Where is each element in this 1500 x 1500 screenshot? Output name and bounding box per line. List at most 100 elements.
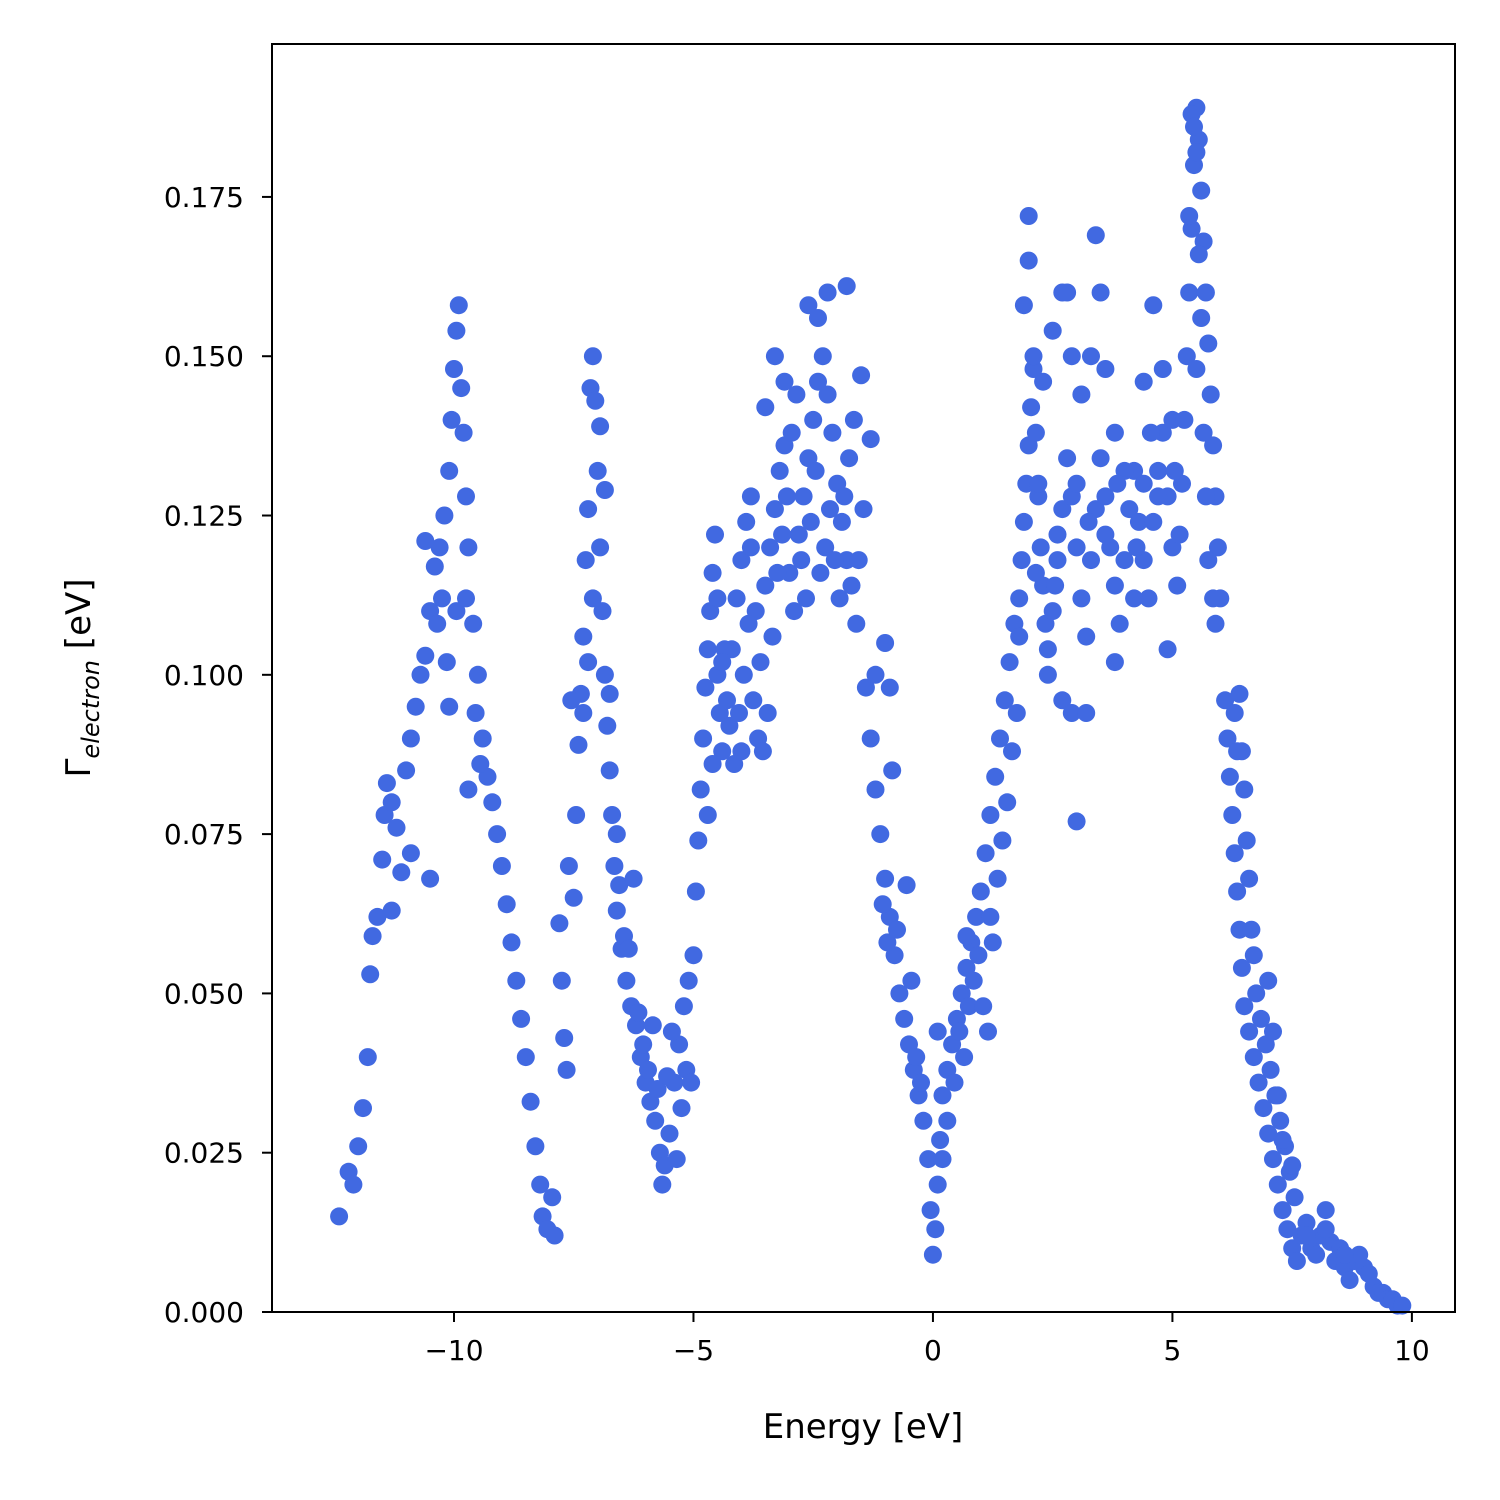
data-point bbox=[1247, 984, 1266, 1003]
data-point bbox=[373, 850, 392, 869]
data-point bbox=[646, 1111, 665, 1130]
data-point bbox=[1105, 576, 1124, 595]
data-point bbox=[873, 895, 892, 914]
data-point bbox=[430, 538, 449, 557]
data-point bbox=[629, 1003, 648, 1022]
data-point bbox=[993, 831, 1012, 850]
data-point bbox=[761, 538, 780, 557]
data-point bbox=[773, 525, 792, 544]
data-point bbox=[1393, 1296, 1412, 1315]
data-point bbox=[1062, 347, 1081, 366]
data-point bbox=[624, 869, 643, 888]
data-point bbox=[854, 500, 873, 519]
data-point bbox=[1297, 1226, 1316, 1245]
data-point bbox=[1082, 347, 1100, 366]
data-point bbox=[991, 729, 1009, 748]
data-point bbox=[1223, 806, 1242, 824]
data-point bbox=[933, 1086, 952, 1105]
data-point bbox=[753, 742, 772, 761]
data-point bbox=[607, 825, 626, 844]
data-point bbox=[1201, 385, 1220, 404]
data-point bbox=[574, 627, 593, 646]
data-point bbox=[1012, 551, 1031, 570]
data-point bbox=[1208, 538, 1227, 557]
data-point bbox=[1144, 512, 1163, 531]
data-point bbox=[437, 653, 456, 672]
data-point bbox=[660, 1124, 679, 1143]
data-point bbox=[440, 697, 459, 716]
data-point bbox=[799, 296, 818, 315]
data-point bbox=[756, 398, 775, 417]
data-point bbox=[1029, 487, 1048, 506]
data-point bbox=[1048, 525, 1067, 544]
data-point bbox=[445, 360, 463, 378]
data-point bbox=[1029, 474, 1048, 493]
data-point bbox=[792, 551, 811, 570]
data-point bbox=[679, 971, 698, 990]
data-point bbox=[579, 500, 598, 519]
data-point bbox=[876, 634, 895, 652]
data-point bbox=[562, 691, 581, 710]
data-point bbox=[1000, 653, 1019, 672]
data-point bbox=[579, 653, 598, 672]
data-point bbox=[713, 742, 732, 761]
data-point bbox=[782, 423, 801, 442]
data-point bbox=[1273, 1131, 1292, 1149]
data-point bbox=[840, 449, 859, 468]
data-point bbox=[861, 430, 880, 449]
data-point bbox=[459, 538, 478, 557]
data-point bbox=[785, 602, 804, 621]
data-point bbox=[1168, 576, 1187, 595]
y-axis: 0.000 0.025 0.050 0.075 0.100 0.125 0.150 0.175 bbox=[164, 181, 272, 1329]
data-point bbox=[914, 1111, 933, 1130]
data-point bbox=[849, 551, 868, 570]
data-point bbox=[368, 907, 387, 926]
data-point bbox=[921, 1201, 940, 1220]
data-point bbox=[775, 372, 794, 391]
plot-frame bbox=[271, 43, 1456, 1313]
data-point bbox=[720, 716, 739, 735]
data-point bbox=[1096, 360, 1115, 378]
data-point bbox=[727, 589, 746, 608]
data-point bbox=[1043, 602, 1062, 621]
data-point bbox=[1264, 1022, 1282, 1041]
data-point bbox=[1067, 538, 1086, 557]
data-point bbox=[1110, 614, 1129, 633]
data-point bbox=[878, 933, 897, 952]
data-point bbox=[967, 907, 986, 926]
data-point bbox=[595, 481, 614, 499]
y-tick-label: 0.075 bbox=[164, 818, 244, 851]
data-point bbox=[1199, 551, 1218, 570]
x-tick-label: 0 bbox=[924, 1334, 942, 1367]
data-point bbox=[1046, 576, 1065, 595]
data-point bbox=[1242, 920, 1261, 939]
data-point bbox=[543, 1188, 562, 1207]
data-point bbox=[1278, 1220, 1297, 1239]
data-point bbox=[1287, 1252, 1306, 1270]
data-point bbox=[397, 761, 416, 780]
data-point bbox=[1230, 684, 1249, 703]
data-point bbox=[1048, 551, 1067, 570]
data-point bbox=[1072, 385, 1091, 404]
data-point bbox=[1180, 283, 1199, 302]
data-point bbox=[981, 907, 1000, 926]
data-point bbox=[1149, 461, 1168, 480]
data-point bbox=[912, 1073, 930, 1092]
data-point bbox=[600, 684, 619, 703]
data-point bbox=[818, 283, 837, 302]
data-point bbox=[876, 869, 895, 888]
data-point bbox=[866, 665, 885, 684]
data-point bbox=[1058, 449, 1077, 468]
data-point bbox=[1149, 487, 1168, 506]
data-point bbox=[1273, 1201, 1292, 1220]
data-point bbox=[605, 857, 624, 875]
data-point bbox=[1235, 997, 1254, 1016]
data-point bbox=[1228, 742, 1247, 761]
data-point bbox=[1225, 704, 1244, 722]
y-tick-label: 0.000 bbox=[164, 1296, 244, 1329]
data-point bbox=[382, 793, 401, 812]
data-point bbox=[1261, 1060, 1280, 1079]
x-tick-label: −10 bbox=[424, 1334, 483, 1367]
data-point bbox=[459, 780, 478, 799]
data-point bbox=[694, 729, 713, 748]
